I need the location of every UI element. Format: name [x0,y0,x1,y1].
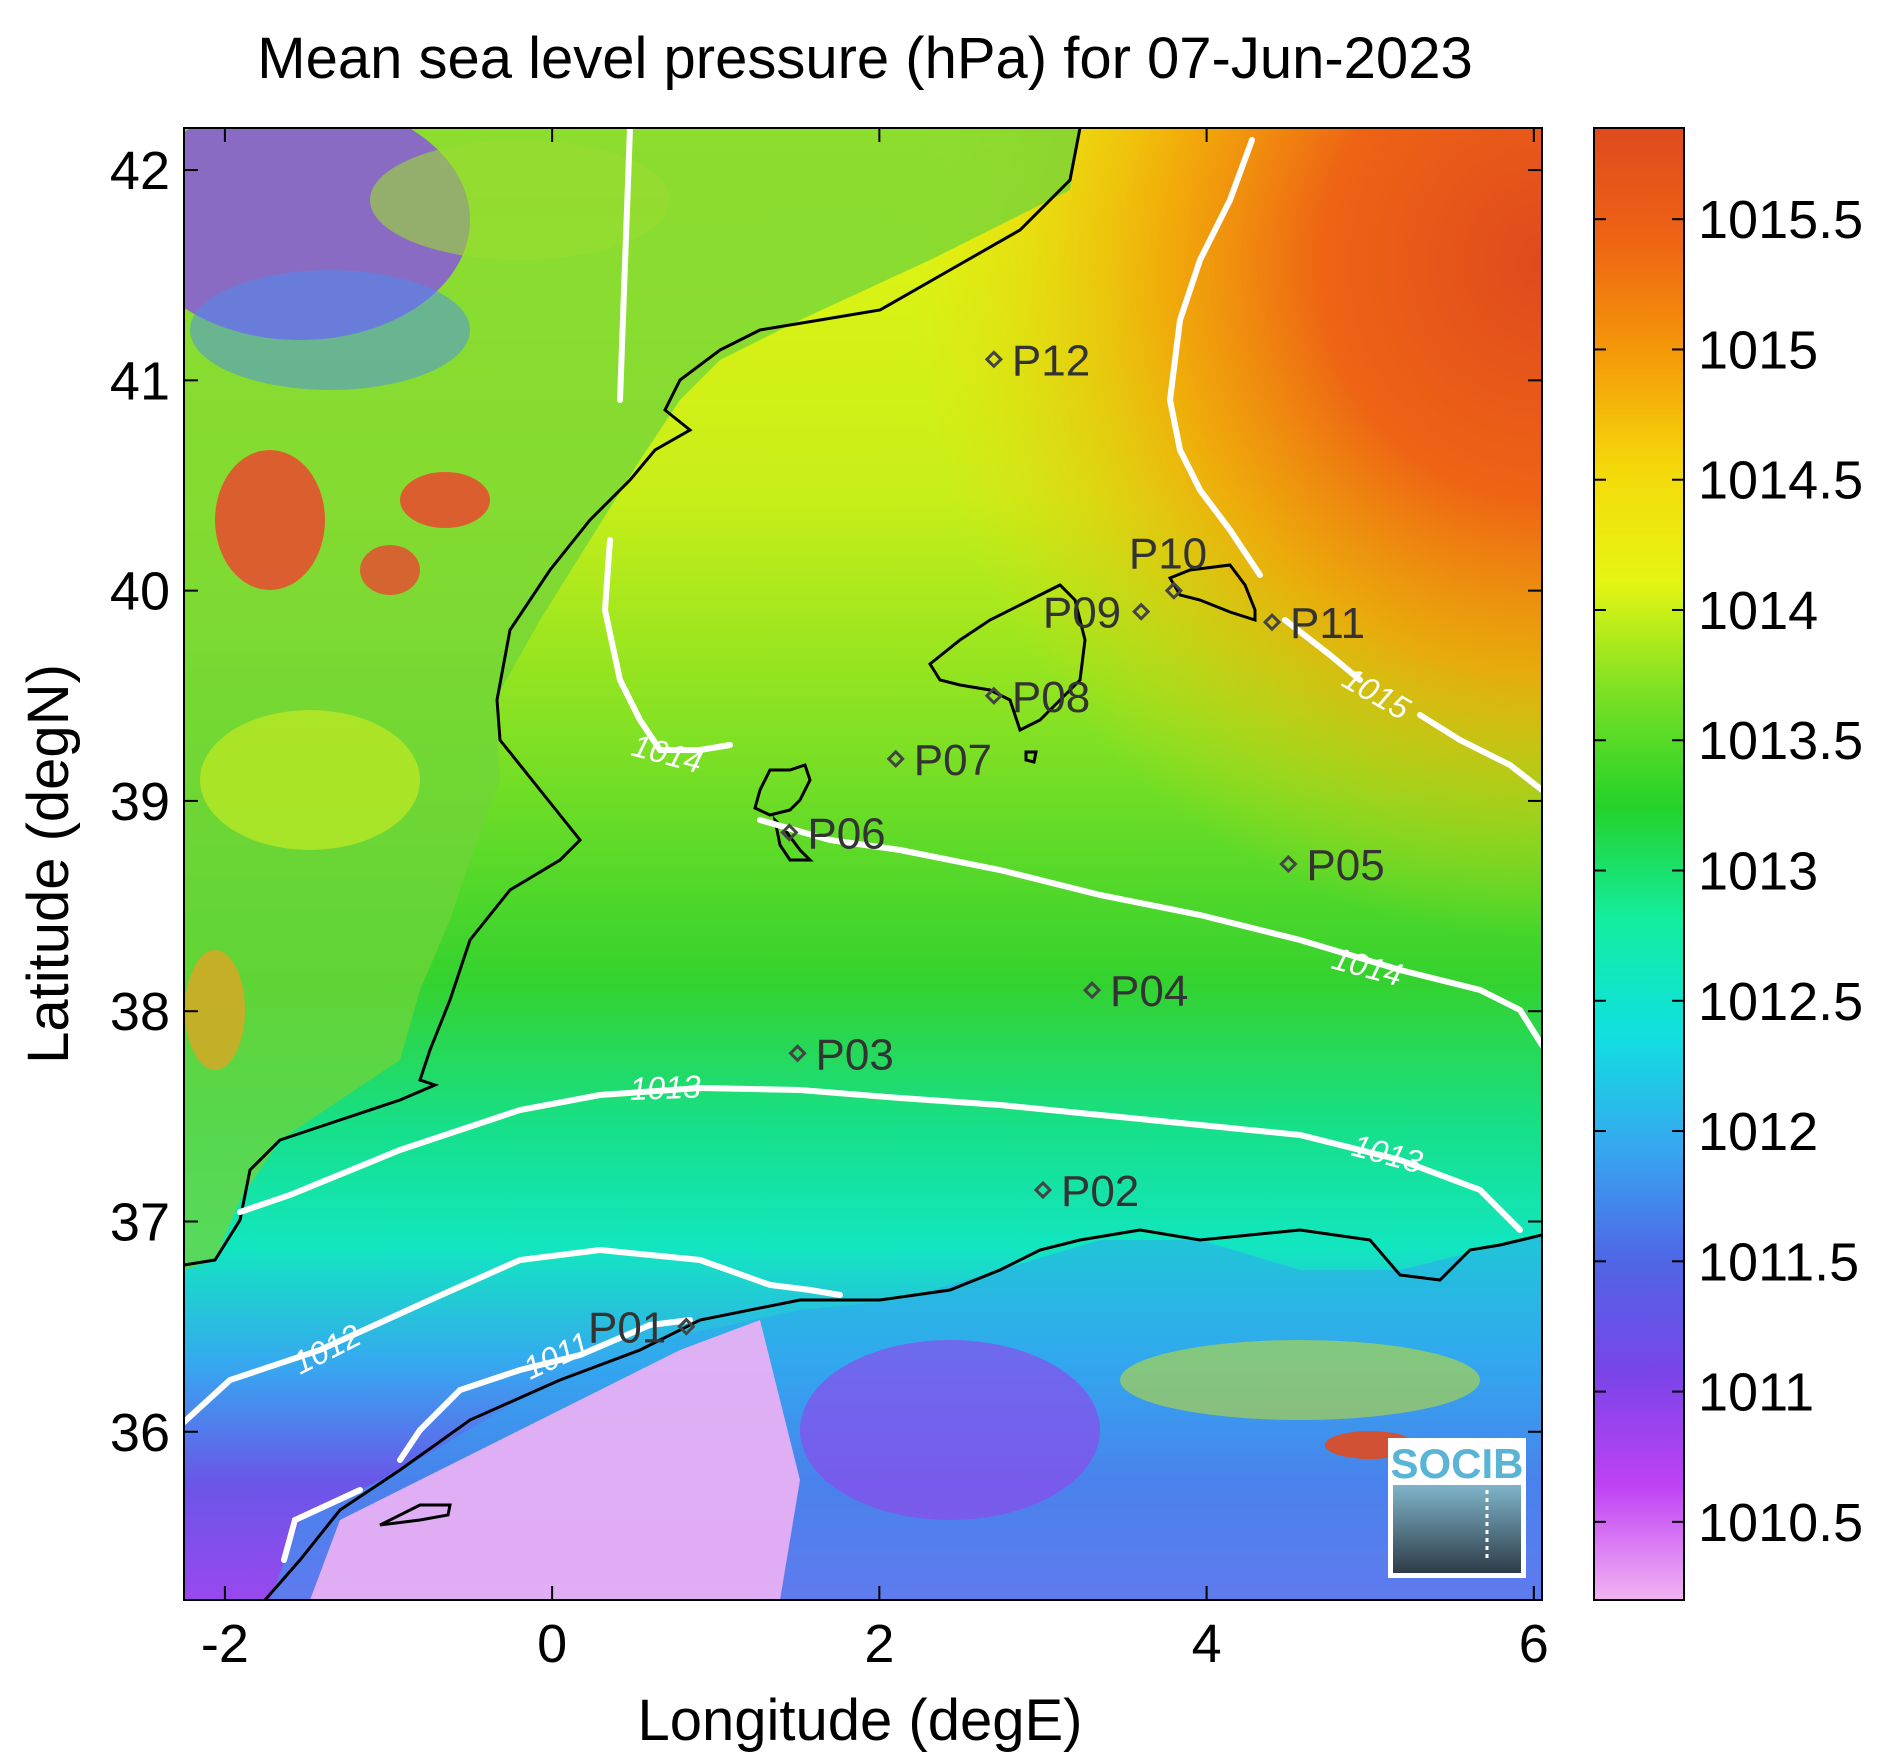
colorbar-tick-label: 1011 [1698,1363,1814,1423]
colorbar-tick-label: 1013.5 [1698,711,1863,771]
map-area: 1011 1012 1013 1013 1014 1014 1015 P01P0… [184,128,1542,1600]
land-blob-yellow [200,710,420,850]
coastline-africa-islet [379,1503,452,1527]
x-tick-label: 4 [1192,1614,1222,1674]
station-label-p02: P02 [1061,1167,1139,1216]
contour-1015 [1166,137,1542,793]
station-label-p08: P08 [1012,673,1090,722]
station-marker-p12 [984,350,1004,369]
colorbar-tick-label: 1010.5 [1698,1493,1863,1553]
land-blob-red-2 [400,472,490,528]
colorbar: 1010.5 1011 1011.5 1012 1012.5 1013 1013.5 1014… [1593,127,1863,1601]
land-africa-low [310,1320,800,1600]
station-marker-p01 [677,1317,696,1336]
y-tick-label: 36 [110,1403,170,1463]
station-label-p09: P09 [1043,589,1121,638]
station-label-p01: P01 [588,1304,666,1353]
x-axis-ticks: -2 0 2 4 6 [201,128,1549,1674]
station-marker-p09 [1132,602,1151,621]
x-tick-label: 2 [864,1614,894,1674]
land-blob-red-3 [360,545,420,595]
y-tick-label: 40 [110,562,170,622]
colorbar-tick-label: 1011.5 [1698,1232,1859,1292]
x-tick-label: -2 [201,1614,249,1674]
station-marker-p11 [1262,613,1282,632]
station-marker-p08 [984,686,1004,705]
coastline-africa [263,1228,1542,1600]
coastline-cabrera [1024,750,1038,764]
coastline-menorca [1167,563,1257,623]
socib-logo-gradient [1393,1485,1521,1573]
colorbar-tick-label: 1015 [1698,320,1818,380]
y-tick-label: 42 [110,141,170,201]
station-label-p05: P05 [1306,841,1384,890]
coastline-iberia [184,128,1082,1267]
station-label-p07: P07 [914,736,992,785]
station-marker-p02 [1033,1180,1053,1200]
y-tick-label: 41 [110,351,170,411]
colorbar-tick-label: 1014 [1698,581,1818,641]
station-marker-p06 [780,823,799,842]
land-africa-violet [800,1340,1100,1520]
contour-1014 [601,128,1542,1048]
y-tick-label: 37 [110,1192,170,1252]
colorbar-gradient [1593,127,1685,1601]
colorbar-tick-label: 1015.5 [1698,190,1863,250]
y-tick-label: 39 [110,772,170,832]
colorbar-ticks: 1010.5 1011 1011.5 1012 1012.5 1013 1013.5 1014… [1594,190,1863,1553]
land-blob-red [215,450,325,590]
coastline-ibiza [753,763,812,817]
land-blob-blue [190,270,470,390]
station-marker-p10 [1164,581,1183,600]
coastlines [184,128,1542,1600]
station-label-p03: P03 [816,1030,894,1079]
land-africa-warm [1120,1340,1480,1420]
station-label-p04: P04 [1110,967,1188,1016]
colorbar-tick-label: 1012.5 [1698,972,1863,1032]
x-tick-label: 0 [537,1614,567,1674]
x-axis-label: Longitude (degE) [638,1688,1083,1753]
colorbar-tick-label: 1012 [1698,1102,1818,1162]
y-axis-ticks: 36 37 38 39 40 41 42 [110,141,1542,1463]
coastline-mallorca [928,583,1087,733]
colorbar-tick-label: 1014.5 [1698,451,1863,511]
socib-logo-text: SOCIB [1390,1440,1523,1487]
y-tick-label: 38 [110,982,170,1042]
contour-lines [184,128,1542,1563]
chart-title: Mean sea level pressure (hPa) for 07-Jun… [257,26,1472,91]
station-label-p10: P10 [1129,530,1207,579]
contour-label-1013-left: 1013 [629,1069,702,1107]
station-marker-p05 [1279,854,1298,874]
contour-1011 [281,1317,693,1563]
station-marker-p03 [788,1044,807,1063]
land-blob-green [370,140,670,260]
contour-1013 [237,1084,1523,1233]
colorbar-tick-label: 1013 [1698,842,1818,902]
station-label-p11: P11 [1290,599,1365,648]
contour-1012 [184,1246,843,1425]
x-tick-label: 6 [1519,1614,1549,1674]
land-iberia [184,128,1080,1270]
land-blob-orange [185,950,245,1070]
socib-logo: SOCIB [1388,1438,1526,1578]
map-frame [183,127,1543,1601]
station-marker-p04 [1082,981,1102,1000]
station-label-p06: P06 [807,809,885,858]
station-marker-p07 [886,749,905,768]
station-label-p12: P12 [1012,336,1090,385]
y-axis-label: Latitude (degN) [16,664,81,1064]
